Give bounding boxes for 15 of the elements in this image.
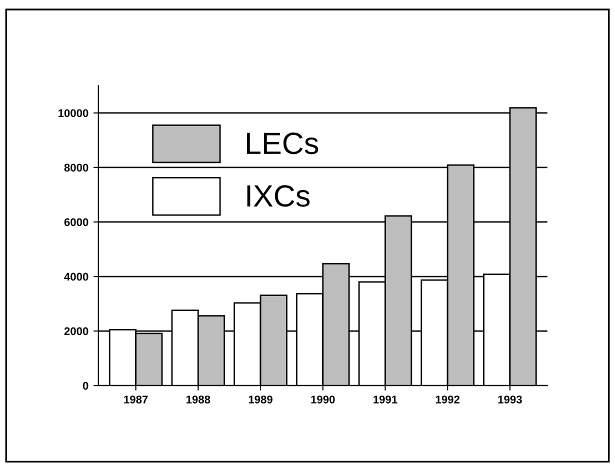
y-tick-label: 6000 xyxy=(64,218,88,226)
y-tick-label: 0 xyxy=(82,382,88,390)
y-tick-label: 4000 xyxy=(64,272,88,281)
x-tick-label: 1988 xyxy=(186,396,210,404)
legend-label: LECs xyxy=(247,132,318,154)
x-tick-label: 1991 xyxy=(374,396,398,404)
x-tick-label: 1987 xyxy=(124,396,148,404)
x-tick-label: 1992 xyxy=(436,396,460,404)
y-tick-label: 10000 xyxy=(58,109,88,118)
y-tick-label: 2000 xyxy=(64,327,88,336)
x-tick-label: 1990 xyxy=(311,396,335,404)
x-tick-label: 1993 xyxy=(498,396,522,404)
x-tick-label: 1989 xyxy=(248,396,272,404)
y-tick-label: 8000 xyxy=(64,164,88,172)
legend-label: IXCs xyxy=(247,185,310,207)
